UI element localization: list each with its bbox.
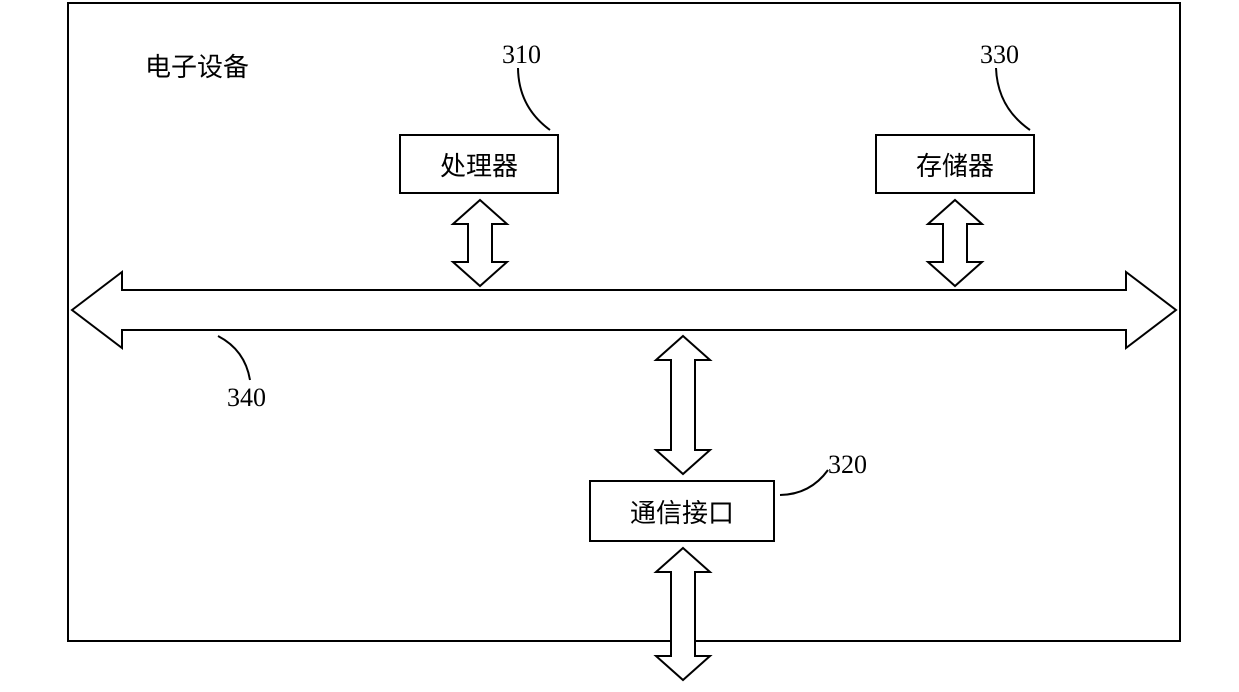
interface-label: 通信接口 <box>630 493 734 530</box>
bus-label: 通信总线 <box>310 298 414 335</box>
bus-ref: 340 <box>227 383 266 413</box>
outer-frame <box>67 2 1181 642</box>
memory-ref: 330 <box>980 40 1019 70</box>
memory-label: 存储器 <box>916 146 994 183</box>
processor-ref: 310 <box>502 40 541 70</box>
diagram-title: 电子设备 <box>145 47 249 84</box>
memory-box: 存储器 <box>875 134 1035 194</box>
interface-ref: 320 <box>828 450 867 480</box>
interface-box: 通信接口 <box>589 480 775 542</box>
processor-label: 处理器 <box>440 146 518 183</box>
processor-box: 处理器 <box>399 134 559 194</box>
